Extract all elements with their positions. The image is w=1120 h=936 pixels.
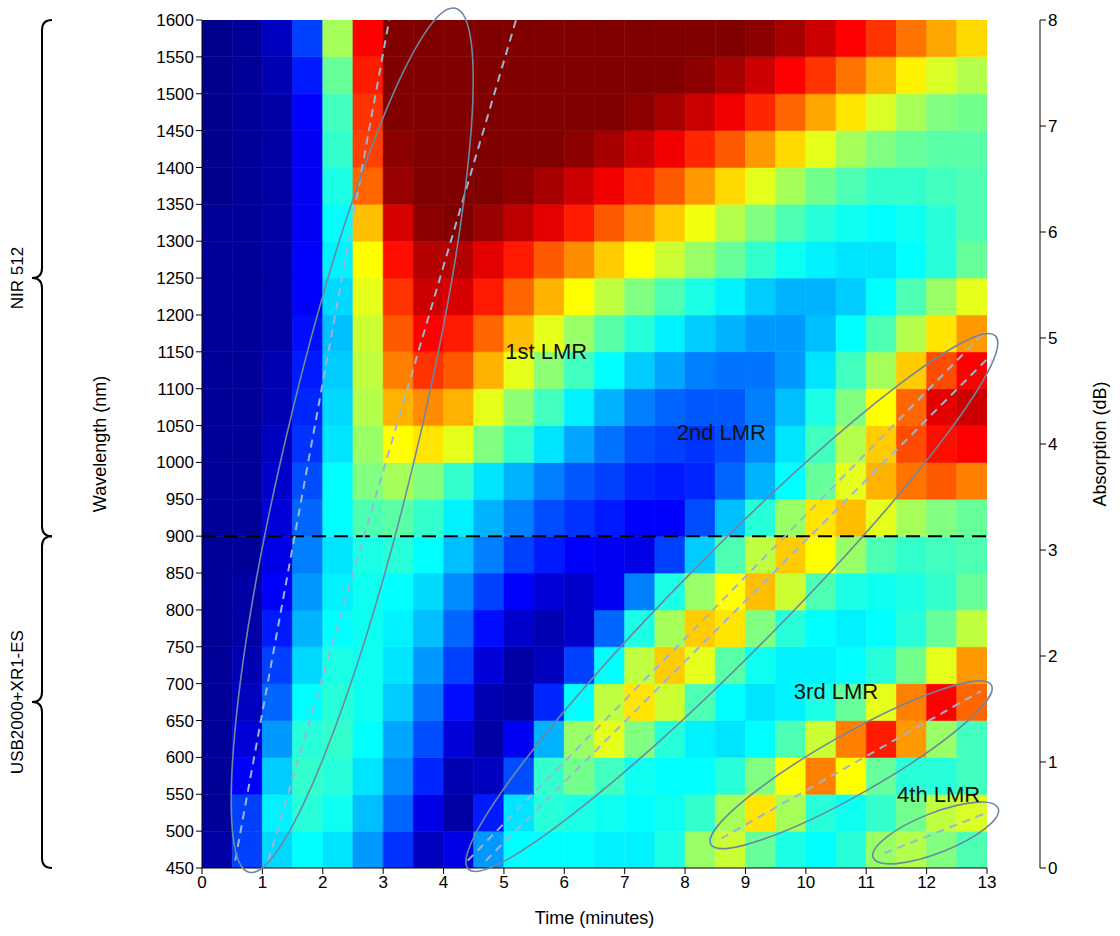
svg-text:1350: 1350 [156, 195, 194, 214]
svg-text:1: 1 [1048, 753, 1057, 772]
svg-text:3rd LMR: 3rd LMR [794, 679, 878, 704]
svg-text:1150: 1150 [157, 343, 194, 362]
svg-text:7: 7 [620, 873, 629, 892]
svg-text:1st LMR: 1st LMR [505, 339, 587, 364]
svg-text:1000: 1000 [156, 453, 194, 472]
svg-text:600: 600 [166, 748, 194, 767]
svg-text:11: 11 [857, 873, 875, 892]
svg-text:2nd LMR: 2nd LMR [677, 420, 766, 445]
svg-text:Absorption (dB): Absorption (dB) [1090, 381, 1110, 506]
svg-text:1200: 1200 [156, 306, 194, 325]
svg-text:13: 13 [978, 873, 997, 892]
svg-text:2: 2 [1048, 647, 1057, 666]
svg-text:1450: 1450 [156, 122, 194, 141]
svg-text:1600: 1600 [156, 11, 194, 30]
svg-text:4: 4 [1048, 435, 1057, 454]
svg-text:700: 700 [166, 675, 194, 694]
svg-text:8: 8 [680, 873, 689, 892]
svg-text:3: 3 [378, 873, 387, 892]
svg-text:1300: 1300 [156, 232, 194, 251]
svg-text:450: 450 [166, 859, 194, 878]
svg-text:1050: 1050 [156, 417, 194, 436]
svg-text:12: 12 [917, 873, 936, 892]
svg-text:550: 550 [166, 785, 194, 804]
svg-text:750: 750 [166, 638, 194, 657]
svg-text:8: 8 [1048, 11, 1057, 30]
svg-text:1400: 1400 [156, 159, 194, 178]
svg-text:USB2000+XR1-ES: USB2000+XR1-ES [9, 630, 28, 774]
svg-text:1250: 1250 [156, 269, 194, 288]
svg-text:800: 800 [166, 601, 194, 620]
svg-text:850: 850 [166, 564, 194, 583]
svg-text:Wavelength (nm): Wavelength (nm) [90, 376, 110, 512]
svg-text:4th LMR: 4th LMR [897, 782, 980, 807]
svg-text:Time (minutes): Time (minutes) [535, 908, 654, 928]
svg-text:1550: 1550 [156, 48, 194, 67]
svg-text:0: 0 [197, 873, 206, 892]
svg-text:7: 7 [1048, 117, 1057, 136]
svg-text:1100: 1100 [157, 380, 194, 399]
svg-text:500: 500 [166, 822, 194, 841]
svg-text:3: 3 [1048, 541, 1057, 560]
svg-text:6: 6 [1048, 223, 1057, 242]
svg-text:900: 900 [166, 527, 194, 546]
svg-text:6: 6 [560, 873, 569, 892]
svg-text:1: 1 [258, 873, 267, 892]
svg-text:NIR 512: NIR 512 [9, 247, 28, 309]
svg-text:5: 5 [499, 873, 508, 892]
svg-text:10: 10 [796, 873, 815, 892]
svg-text:2: 2 [318, 873, 327, 892]
svg-text:5: 5 [1048, 329, 1057, 348]
svg-text:0: 0 [1048, 859, 1057, 878]
svg-text:9: 9 [741, 873, 750, 892]
svg-text:4: 4 [439, 873, 448, 892]
svg-text:950: 950 [166, 490, 194, 509]
svg-text:1500: 1500 [156, 85, 194, 104]
svg-text:650: 650 [166, 712, 194, 731]
